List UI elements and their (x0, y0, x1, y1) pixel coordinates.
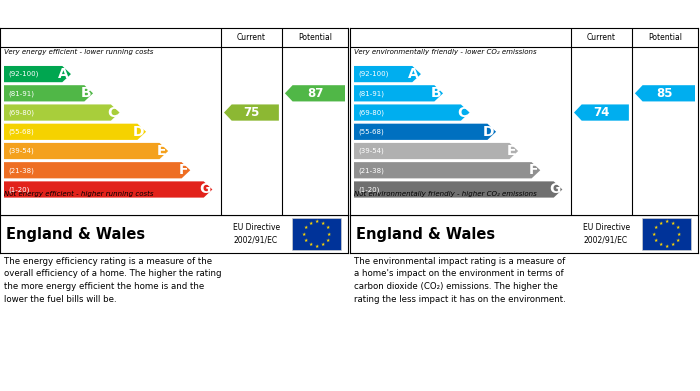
Polygon shape (354, 181, 562, 197)
Text: (69-80): (69-80) (8, 109, 34, 116)
Text: 85: 85 (657, 87, 673, 100)
Text: ★: ★ (654, 238, 658, 243)
Text: D: D (482, 125, 494, 139)
Text: C: C (107, 106, 118, 120)
Text: ★: ★ (671, 242, 675, 247)
Text: ★: ★ (658, 242, 663, 247)
Text: ★: ★ (321, 242, 325, 247)
Text: (55-68): (55-68) (358, 129, 384, 135)
Text: EU Directive
2002/91/EC: EU Directive 2002/91/EC (233, 223, 280, 245)
Text: England & Wales: England & Wales (6, 226, 145, 242)
Text: ★: ★ (326, 238, 330, 243)
FancyBboxPatch shape (643, 218, 691, 250)
Text: Potential: Potential (648, 33, 682, 42)
Text: (1-20): (1-20) (358, 186, 379, 193)
Text: ★: ★ (664, 244, 669, 249)
FancyBboxPatch shape (293, 218, 341, 250)
Text: A: A (408, 67, 419, 81)
Text: ★: ★ (304, 238, 308, 243)
Text: Energy Efficiency Rating: Energy Efficiency Rating (6, 7, 169, 20)
Text: ★: ★ (308, 242, 313, 247)
Text: Not energy efficient - higher running costs: Not energy efficient - higher running co… (4, 191, 153, 197)
Text: The energy efficiency rating is a measure of the
overall efficiency of a home. T: The energy efficiency rating is a measur… (4, 257, 221, 303)
Text: Environmental Impact (CO₂) Rating: Environmental Impact (CO₂) Rating (356, 7, 589, 20)
Text: (92-100): (92-100) (8, 71, 38, 77)
Text: England & Wales: England & Wales (356, 226, 495, 242)
Text: B: B (430, 86, 441, 100)
Text: ★: ★ (321, 221, 325, 226)
Text: Not environmentally friendly - higher CO₂ emissions: Not environmentally friendly - higher CO… (354, 191, 537, 197)
Polygon shape (354, 143, 518, 159)
Text: ★: ★ (302, 231, 307, 237)
Text: ★: ★ (314, 244, 319, 249)
Polygon shape (574, 104, 629, 121)
Text: (81-91): (81-91) (8, 90, 34, 97)
Polygon shape (4, 143, 168, 159)
Polygon shape (4, 104, 120, 121)
Text: ★: ★ (677, 231, 681, 237)
Text: D: D (132, 125, 144, 139)
Polygon shape (4, 181, 212, 197)
Text: A: A (58, 67, 69, 81)
Text: ★: ★ (652, 231, 657, 237)
Text: ★: ★ (654, 225, 658, 230)
Text: G: G (549, 183, 561, 197)
Text: Very environmentally friendly - lower CO₂ emissions: Very environmentally friendly - lower CO… (354, 49, 537, 55)
Text: 74: 74 (593, 106, 610, 119)
Text: EU Directive
2002/91/EC: EU Directive 2002/91/EC (583, 223, 630, 245)
Text: G: G (199, 183, 211, 197)
Polygon shape (354, 85, 443, 101)
Text: 87: 87 (307, 87, 323, 100)
Text: E: E (507, 144, 516, 158)
Text: The environmental impact rating is a measure of
a home's impact on the environme: The environmental impact rating is a mea… (354, 257, 566, 303)
Text: (81-91): (81-91) (358, 90, 384, 97)
Text: Current: Current (587, 33, 616, 42)
Text: Current: Current (237, 33, 266, 42)
Text: (21-38): (21-38) (358, 167, 384, 174)
Text: Potential: Potential (298, 33, 332, 42)
Text: (92-100): (92-100) (358, 71, 388, 77)
Polygon shape (4, 162, 190, 178)
Text: (1-20): (1-20) (8, 186, 29, 193)
Text: ★: ★ (676, 225, 680, 230)
Polygon shape (354, 104, 470, 121)
Text: (39-54): (39-54) (358, 148, 384, 154)
Polygon shape (4, 85, 93, 101)
Text: ★: ★ (664, 219, 669, 224)
Text: C: C (457, 106, 468, 120)
Text: Very energy efficient - lower running costs: Very energy efficient - lower running co… (4, 49, 153, 55)
Polygon shape (4, 124, 146, 140)
Text: ★: ★ (308, 221, 313, 226)
Polygon shape (4, 66, 71, 82)
Text: B: B (80, 86, 91, 100)
Text: F: F (528, 163, 538, 177)
Text: 75: 75 (243, 106, 260, 119)
Text: ★: ★ (314, 219, 319, 224)
Polygon shape (354, 124, 496, 140)
Polygon shape (635, 85, 695, 101)
Text: ★: ★ (676, 238, 680, 243)
Text: (21-38): (21-38) (8, 167, 34, 174)
Text: ★: ★ (658, 221, 663, 226)
Text: ★: ★ (304, 225, 308, 230)
Text: ★: ★ (327, 231, 331, 237)
Text: E: E (157, 144, 166, 158)
Text: ★: ★ (671, 221, 675, 226)
Polygon shape (224, 104, 279, 121)
Text: (55-68): (55-68) (8, 129, 34, 135)
Text: (39-54): (39-54) (8, 148, 34, 154)
Polygon shape (354, 66, 421, 82)
Text: F: F (178, 163, 188, 177)
Polygon shape (285, 85, 345, 101)
Text: (69-80): (69-80) (358, 109, 384, 116)
Polygon shape (354, 162, 540, 178)
Text: ★: ★ (326, 225, 330, 230)
